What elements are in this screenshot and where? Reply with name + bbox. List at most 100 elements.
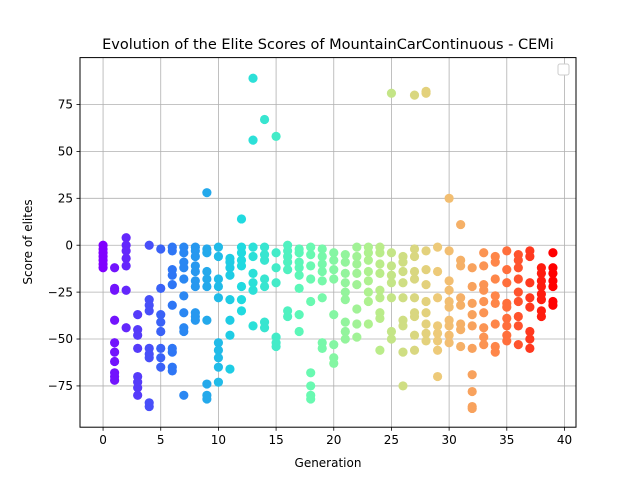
elite-score-point bbox=[502, 278, 512, 288]
elite-score-point bbox=[432, 293, 443, 303]
elite-score-point bbox=[467, 343, 477, 354]
elite-score-point bbox=[444, 338, 454, 348]
elite-score-point bbox=[490, 257, 500, 267]
elite-score-point bbox=[340, 326, 350, 337]
elite-score-point bbox=[202, 266, 212, 277]
elite-score-point bbox=[144, 401, 154, 412]
elite-score-point bbox=[236, 248, 247, 258]
elite-score-point bbox=[409, 251, 420, 262]
elite-score-point bbox=[225, 364, 235, 374]
elite-score-point bbox=[490, 291, 500, 301]
elite-score-point bbox=[259, 242, 270, 252]
x-tick-label: 20 bbox=[326, 433, 341, 447]
elite-score-point bbox=[479, 296, 489, 307]
elite-score-point bbox=[156, 317, 166, 327]
elite-score-point bbox=[121, 253, 131, 263]
elite-score-point bbox=[444, 302, 454, 312]
elite-score-point bbox=[259, 281, 270, 292]
elite-score-point bbox=[271, 278, 281, 288]
elite-score-point bbox=[340, 268, 350, 278]
elite-score-point bbox=[352, 268, 362, 278]
elite-score-point bbox=[444, 330, 454, 340]
elite-score-point bbox=[409, 266, 420, 277]
elite-score-point bbox=[167, 246, 177, 256]
elite-score-point bbox=[190, 281, 200, 292]
y-tick-label: 75 bbox=[58, 98, 73, 112]
elite-score-point bbox=[456, 325, 466, 335]
axis-ticks: 0 5 10 15 20 25 30 35 40 −75 −50 −25 0 25 50 75 bbox=[48, 98, 572, 447]
elite-score-point bbox=[421, 308, 431, 318]
elite-score-point bbox=[110, 338, 120, 348]
elite-score-point bbox=[317, 343, 327, 354]
elite-score-point bbox=[329, 274, 339, 284]
elite-score-point bbox=[340, 334, 350, 344]
elite-score-point bbox=[363, 287, 373, 297]
elite-score-point bbox=[317, 266, 327, 277]
elite-score-point bbox=[248, 321, 258, 331]
elite-score-point bbox=[167, 280, 177, 290]
elite-score-point bbox=[213, 362, 224, 372]
elite-score-point bbox=[294, 270, 304, 280]
elite-score-point bbox=[352, 251, 362, 262]
x-tick-label: 0 bbox=[99, 433, 107, 447]
elite-score-point bbox=[398, 347, 408, 357]
elite-score-point bbox=[525, 302, 535, 312]
elite-score-point bbox=[421, 88, 431, 98]
elite-score-point bbox=[306, 261, 316, 271]
elite-score-point bbox=[548, 268, 558, 278]
elite-score-point bbox=[340, 287, 350, 297]
elite-score-point bbox=[398, 293, 408, 303]
plot-frame bbox=[79, 57, 577, 428]
elite-score-point bbox=[225, 315, 235, 325]
elite-score-point bbox=[409, 345, 420, 355]
elite-score-point bbox=[283, 311, 293, 322]
elite-score-point bbox=[467, 281, 477, 292]
y-tick-label: −75 bbox=[48, 379, 73, 393]
elite-score-point bbox=[271, 248, 281, 258]
elite-score-point bbox=[386, 248, 397, 258]
elite-score-point bbox=[329, 248, 339, 258]
elite-score-point bbox=[409, 293, 420, 303]
elite-score-point bbox=[548, 248, 558, 258]
elite-score-point bbox=[398, 266, 408, 277]
elite-score-point bbox=[202, 394, 212, 404]
elite-score-point bbox=[432, 266, 443, 277]
elite-score-point bbox=[133, 343, 143, 354]
elite-score-point bbox=[352, 280, 362, 290]
elite-score-point bbox=[306, 381, 316, 391]
elite-score-point bbox=[340, 317, 350, 327]
elite-score-point bbox=[386, 270, 397, 280]
elite-score-point bbox=[398, 257, 408, 267]
elite-score-point bbox=[536, 268, 546, 278]
elite-score-point bbox=[213, 251, 224, 262]
elite-score-point bbox=[236, 261, 247, 271]
elite-score-point bbox=[502, 302, 512, 312]
elite-score-point bbox=[340, 278, 350, 288]
elite-score-point bbox=[179, 390, 189, 400]
elite-score-point bbox=[502, 336, 512, 346]
elite-score-point bbox=[467, 310, 477, 320]
x-tick-label: 35 bbox=[499, 433, 514, 447]
elite-score-point bbox=[202, 274, 212, 284]
elite-score-point bbox=[409, 90, 420, 100]
elite-score-point bbox=[133, 383, 143, 393]
elite-score-point bbox=[167, 366, 177, 376]
y-tick-label: 50 bbox=[58, 145, 73, 159]
legend-box bbox=[557, 63, 570, 76]
elite-score-point bbox=[513, 321, 523, 331]
elite-score-point bbox=[317, 251, 327, 262]
elite-score-point bbox=[525, 293, 535, 303]
elite-score-point bbox=[213, 293, 224, 303]
elite-score-point bbox=[421, 246, 431, 256]
elite-score-point bbox=[444, 246, 454, 256]
elite-score-point bbox=[121, 233, 131, 243]
elite-score-point bbox=[479, 323, 489, 333]
elite-score-point bbox=[213, 274, 224, 284]
elite-score-point bbox=[306, 249, 316, 260]
elite-score-point bbox=[386, 88, 397, 98]
elite-score-point bbox=[179, 308, 189, 318]
elite-score-point bbox=[144, 240, 154, 250]
elite-score-point bbox=[525, 278, 535, 288]
elite-score-point bbox=[536, 281, 546, 292]
